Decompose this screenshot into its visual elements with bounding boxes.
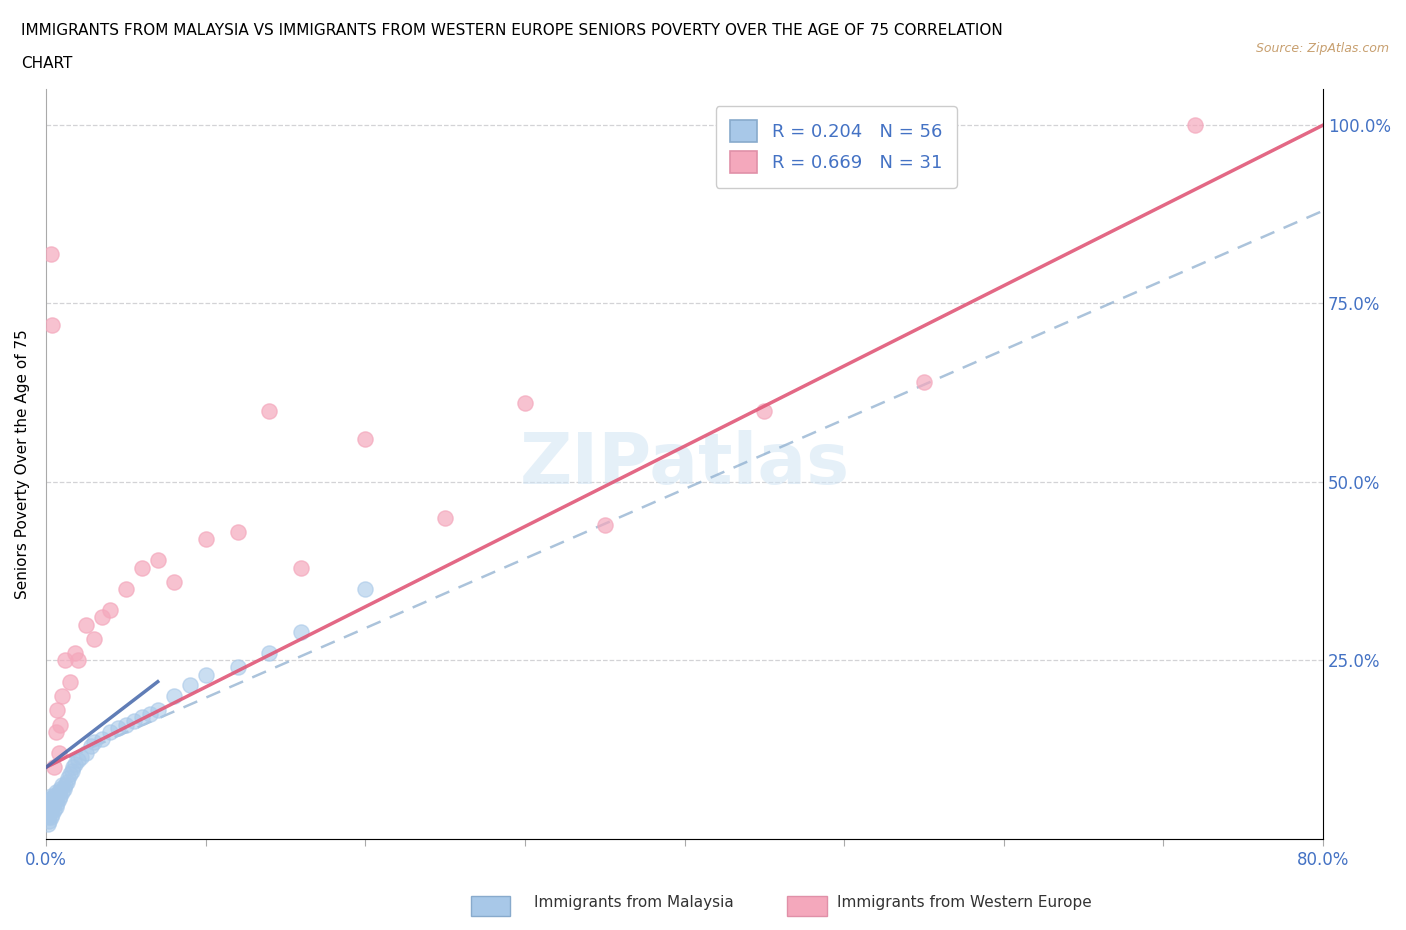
Point bbox=[131, 560, 153, 575]
Point bbox=[593, 517, 616, 532]
Point bbox=[194, 532, 217, 547]
Point bbox=[58, 771, 80, 786]
Point bbox=[70, 750, 93, 764]
Point bbox=[49, 789, 72, 804]
Point bbox=[39, 246, 62, 261]
Point bbox=[45, 785, 67, 800]
Point bbox=[912, 375, 935, 390]
Point bbox=[51, 777, 73, 792]
Point bbox=[194, 667, 217, 682]
Point bbox=[37, 803, 59, 817]
Point bbox=[38, 814, 60, 829]
Text: Immigrants from Malaysia: Immigrants from Malaysia bbox=[534, 895, 734, 910]
Point bbox=[37, 817, 59, 831]
Point bbox=[45, 792, 67, 807]
Point bbox=[146, 703, 169, 718]
Point bbox=[41, 799, 63, 814]
Text: IMMIGRANTS FROM MALAYSIA VS IMMIGRANTS FROM WESTERN EUROPE SENIORS POVERTY OVER : IMMIGRANTS FROM MALAYSIA VS IMMIGRANTS F… bbox=[21, 23, 1002, 38]
Point bbox=[52, 781, 75, 796]
Point bbox=[139, 707, 162, 722]
Point bbox=[226, 525, 249, 539]
Point bbox=[41, 806, 63, 821]
Point bbox=[59, 767, 82, 782]
Point bbox=[107, 721, 129, 736]
Point bbox=[354, 432, 377, 446]
Point bbox=[45, 799, 67, 814]
Point bbox=[90, 731, 112, 746]
Point bbox=[83, 735, 105, 750]
Point bbox=[60, 764, 83, 778]
Point bbox=[290, 560, 312, 575]
Point bbox=[75, 746, 97, 761]
Point bbox=[63, 645, 86, 660]
Point bbox=[290, 624, 312, 639]
Point bbox=[48, 785, 70, 800]
Point bbox=[226, 660, 249, 675]
Point bbox=[179, 678, 201, 693]
Point bbox=[42, 803, 65, 817]
Point bbox=[38, 792, 60, 807]
Legend: R = 0.204   N = 56, R = 0.669   N = 31: R = 0.204 N = 56, R = 0.669 N = 31 bbox=[716, 106, 956, 188]
Text: ZIPatlas: ZIPatlas bbox=[519, 430, 849, 498]
Point bbox=[434, 511, 457, 525]
Point bbox=[42, 789, 65, 804]
Point bbox=[53, 777, 76, 792]
Point bbox=[39, 803, 62, 817]
Point bbox=[55, 774, 77, 789]
Point bbox=[62, 760, 84, 775]
Y-axis label: Seniors Poverty Over the Age of 75: Seniors Poverty Over the Age of 75 bbox=[15, 329, 30, 599]
Point bbox=[38, 799, 60, 814]
Text: Immigrants from Western Europe: Immigrants from Western Europe bbox=[837, 895, 1091, 910]
Point bbox=[66, 752, 89, 767]
Point bbox=[354, 581, 377, 596]
Point bbox=[98, 724, 121, 739]
Point bbox=[1184, 117, 1206, 132]
Point bbox=[46, 789, 69, 804]
Point bbox=[79, 738, 101, 753]
Point bbox=[49, 781, 72, 796]
Text: CHART: CHART bbox=[21, 56, 73, 71]
Point bbox=[146, 553, 169, 568]
Text: Source: ZipAtlas.com: Source: ZipAtlas.com bbox=[1256, 42, 1389, 55]
Point bbox=[46, 703, 69, 718]
Point bbox=[122, 713, 145, 728]
Point bbox=[75, 618, 97, 632]
Point bbox=[98, 603, 121, 618]
Point bbox=[51, 785, 73, 800]
Point bbox=[114, 581, 136, 596]
Point bbox=[259, 403, 281, 418]
Point bbox=[42, 795, 65, 810]
Point bbox=[114, 717, 136, 732]
Point bbox=[59, 674, 82, 689]
Point bbox=[754, 403, 776, 418]
Point bbox=[37, 810, 59, 825]
Point bbox=[63, 756, 86, 771]
Point bbox=[39, 789, 62, 804]
Point bbox=[83, 631, 105, 646]
Point bbox=[131, 710, 153, 724]
Point bbox=[163, 688, 186, 703]
Point bbox=[45, 724, 67, 739]
Point bbox=[163, 575, 186, 590]
Point bbox=[66, 653, 89, 668]
Point bbox=[38, 806, 60, 821]
Point bbox=[39, 795, 62, 810]
Point bbox=[41, 792, 63, 807]
Point bbox=[51, 688, 73, 703]
Point bbox=[49, 717, 72, 732]
Point bbox=[41, 317, 63, 332]
Point bbox=[90, 610, 112, 625]
Point bbox=[42, 760, 65, 775]
Point bbox=[53, 653, 76, 668]
Point bbox=[39, 810, 62, 825]
Point bbox=[513, 396, 536, 411]
Point bbox=[259, 645, 281, 660]
Point bbox=[48, 792, 70, 807]
Point bbox=[48, 746, 70, 761]
Point bbox=[46, 795, 69, 810]
